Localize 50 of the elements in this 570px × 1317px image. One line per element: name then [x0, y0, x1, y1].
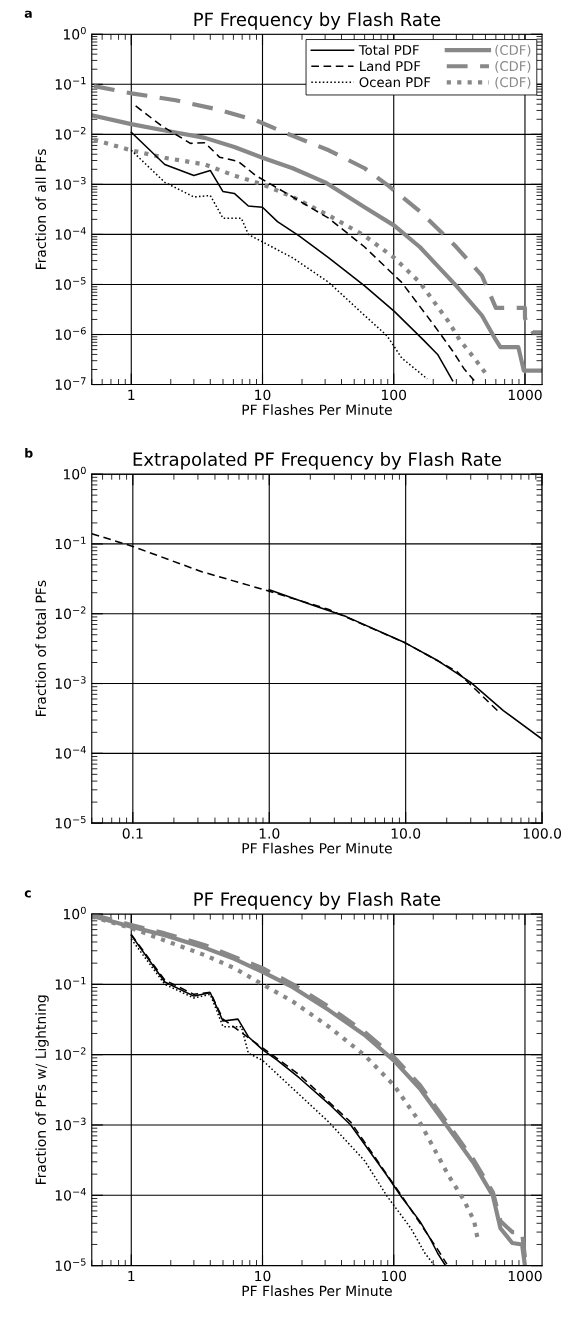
legend-label: (CDF): [495, 44, 531, 57]
x-tick-label: 100: [382, 389, 407, 401]
y-tick-label: 10$^{−6}$: [55, 327, 86, 340]
text: a: [24, 10, 32, 18]
y-tick-label: 10$^{−2}$: [55, 606, 86, 620]
y-tick-label: 10$^{−5}$: [55, 277, 86, 290]
legend-label: (CDF): [495, 76, 531, 89]
y-tick-label: 10$^{−3}$: [55, 676, 86, 689]
y-tick-label: 10$^{−4}$: [55, 1188, 86, 1201]
y-axis-title: Fraction of total PFs: [35, 580, 47, 716]
y-tick-label: 10$^{−4}$: [55, 227, 86, 240]
chart-title: PF Frequency by Flash Rate: [194, 891, 441, 910]
y-tick-label: 10$^{0}$: [63, 466, 86, 480]
y-tick-label: 10$^{−3}$: [55, 177, 86, 190]
x-tick-label: 100: [382, 1270, 407, 1282]
y-tick-label: 10$^{−1}$: [55, 77, 86, 90]
y-tick-label: 10$^{−2}$: [55, 1047, 86, 1061]
legend-label: Total PDF: [358, 44, 419, 56]
x-axis-title: PF Flashes Per Minute: [242, 842, 392, 854]
x-axis-title: PF Flashes Per Minute: [242, 1285, 392, 1297]
y-tick-label: 10$^{0}$: [63, 906, 86, 920]
text: b: [25, 448, 33, 458]
x-tick-label: 1000: [508, 389, 542, 401]
x-tick-label: 1: [128, 389, 135, 400]
x-tick-label: 10.0: [391, 828, 421, 839]
legend-label: Land PDF: [360, 60, 421, 72]
y-tick-label: 10$^{−1}$: [55, 536, 86, 550]
legend-label: (CDF): [495, 60, 531, 73]
y-tick-label: 10$^{0}$: [63, 26, 86, 40]
text: c: [24, 890, 31, 898]
x-tick-label: 10: [255, 1270, 271, 1282]
y-axis-title: Fraction of PFs w/ Lightning: [35, 995, 49, 1184]
chart-title: PF Frequency by Flash Rate: [194, 12, 441, 30]
x-tick-label: 1: [128, 1270, 135, 1282]
y-tick-label: 10$^{−4}$: [55, 746, 86, 759]
y-axis-title: Fraction of all PFs: [35, 149, 47, 269]
y-tick-label: 10$^{−5}$: [55, 815, 86, 829]
x-tick-label: 1.0: [259, 828, 280, 839]
y-tick-label: 10$^{−5}$: [55, 1258, 86, 1272]
y-tick-label: 10$^{−3}$: [55, 1117, 86, 1131]
y-tick-label: 10$^{−1}$: [55, 977, 86, 990]
x-tick-label: 100.0: [523, 828, 562, 839]
x-tick-label: 1000: [508, 1270, 542, 1282]
y-tick-label: 10$^{−2}$: [55, 126, 86, 140]
x-tick-label: 0.1: [122, 828, 143, 839]
y-tick-label: 10$^{−7}$: [55, 377, 86, 390]
x-tick-label: 10: [255, 389, 271, 401]
x-axis-title: PF Flashes Per Minute: [242, 404, 392, 416]
legend-label: Ocean PDF: [359, 77, 431, 88]
chart-title: Extrapolated PF Frequency by Flash Rate: [133, 452, 501, 470]
